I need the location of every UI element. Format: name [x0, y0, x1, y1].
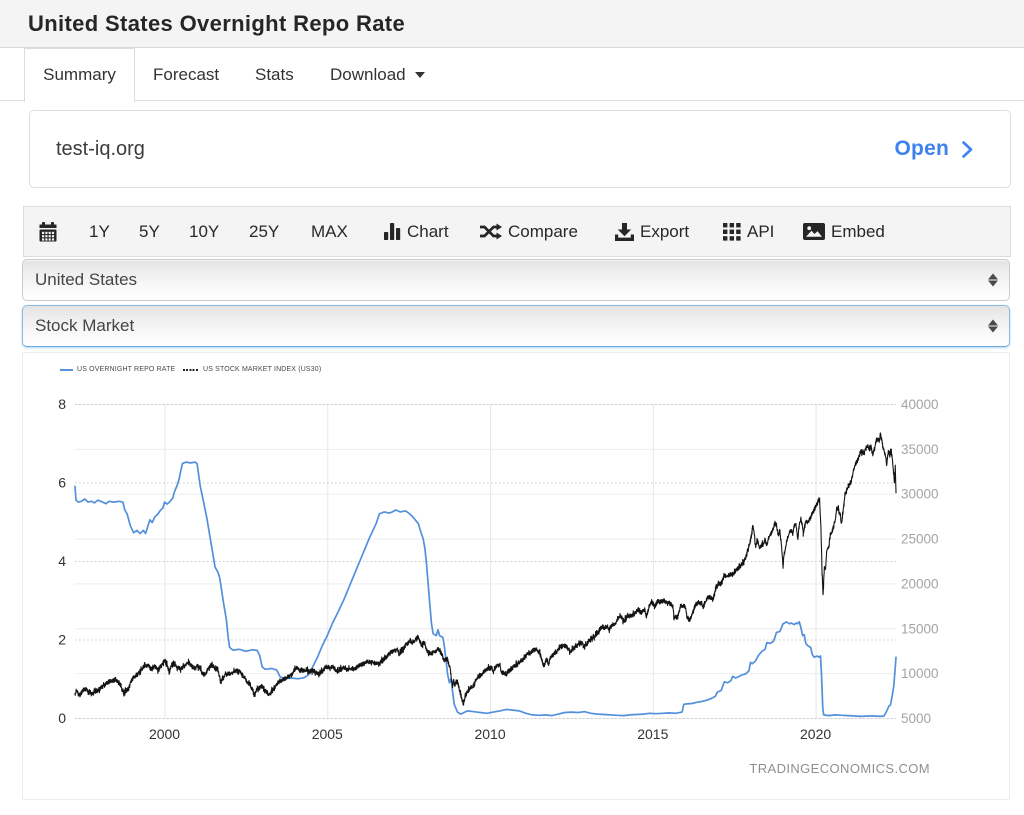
svg-text:35000: 35000	[901, 442, 939, 457]
category-select[interactable]: Stock Market	[22, 305, 1010, 347]
svg-text:6: 6	[58, 475, 66, 491]
tab-stats[interactable]: Stats	[255, 65, 294, 84]
chart-toolbar: 1Y 5Y 10Y 25Y MAX Chart Compare	[23, 206, 1011, 257]
svg-text:25000: 25000	[901, 532, 939, 547]
country-select-value: United States	[35, 270, 138, 289]
caret-down-icon	[414, 71, 425, 78]
tab-summary[interactable]: Summary	[24, 48, 135, 102]
calendar-icon	[39, 221, 57, 241]
svg-text:8: 8	[58, 396, 66, 412]
svg-text:10000: 10000	[901, 666, 939, 681]
open-link[interactable]: Open	[895, 111, 973, 187]
chart-panel: US OVERNIGHT REPO RATE US STOCK MARKET I…	[22, 352, 1010, 800]
svg-text:30000: 30000	[901, 487, 939, 502]
range-max-button[interactable]: MAX	[311, 221, 348, 241]
chevron-right-icon	[962, 140, 973, 158]
tab-forecast[interactable]: Forecast	[153, 65, 220, 84]
svg-text:2010: 2010	[474, 726, 505, 742]
svg-text:2020: 2020	[800, 726, 831, 742]
download-icon	[615, 222, 634, 241]
svg-text:2015: 2015	[637, 726, 668, 742]
select-spinner-icon	[988, 319, 998, 333]
category-select-value: Stock Market	[35, 316, 135, 335]
chart-canvas[interactable]: 0 2 4 6 8 5000 10000 15000 20000 25000 30000 35000 4…	[23, 353, 1009, 799]
svg-text:40000: 40000	[901, 397, 939, 412]
promo-card: test-iq.org Open	[29, 110, 1011, 188]
svg-text:20000: 20000	[901, 576, 939, 591]
range-1y-button[interactable]: 1Y	[89, 221, 110, 241]
embed-button[interactable]: Embed	[803, 207, 885, 256]
tab-bar-divider	[0, 100, 1024, 101]
range-10y-button[interactable]: 10Y	[189, 221, 220, 241]
svg-text:2005: 2005	[312, 726, 343, 742]
svg-text:2: 2	[58, 632, 66, 648]
chart-type-button[interactable]: Chart	[384, 207, 449, 256]
svg-text:0: 0	[58, 710, 66, 726]
country-select[interactable]: United States	[22, 259, 1010, 301]
legend-label-stock-index[interactable]: US STOCK MARKET INDEX (US30)	[203, 366, 322, 373]
promo-site-label: test-iq.org	[56, 138, 145, 160]
legend-line-sample-blue	[60, 369, 73, 371]
watermark: TRADINGECONOMICS.COM	[749, 761, 930, 776]
image-icon	[803, 223, 825, 240]
page-header: United States Overnight Repo Rate	[0, 0, 1024, 48]
grid-icon	[723, 222, 741, 241]
export-button[interactable]: Export	[615, 207, 689, 256]
svg-text:5000: 5000	[901, 711, 931, 726]
calendar-button[interactable]	[39, 207, 57, 256]
page-title: United States Overnight Repo Rate	[28, 11, 406, 36]
range-5y-button[interactable]: 5Y	[139, 221, 160, 241]
tab-download-label: Download	[330, 65, 406, 84]
chart-legend: US OVERNIGHT REPO RATE US STOCK MARKET I…	[23, 353, 1009, 383]
open-link-label: Open	[894, 137, 949, 160]
svg-text:2000: 2000	[149, 726, 180, 742]
range-25y-button[interactable]: 25Y	[249, 221, 280, 241]
compare-button[interactable]: Compare	[479, 207, 578, 256]
svg-text:15000: 15000	[901, 621, 939, 636]
tab-download[interactable]: Download	[330, 48, 425, 101]
api-button[interactable]: API	[723, 207, 774, 256]
legend-dotted-sample-black	[183, 369, 199, 371]
tab-bar: Summary Forecast Stats Download	[0, 48, 1024, 102]
svg-text:4: 4	[58, 553, 66, 569]
select-spinner-icon	[988, 273, 998, 287]
legend-label-repo-rate[interactable]: US OVERNIGHT REPO RATE	[77, 366, 176, 373]
bar-chart-icon	[384, 223, 401, 240]
shuffle-icon	[480, 223, 502, 240]
